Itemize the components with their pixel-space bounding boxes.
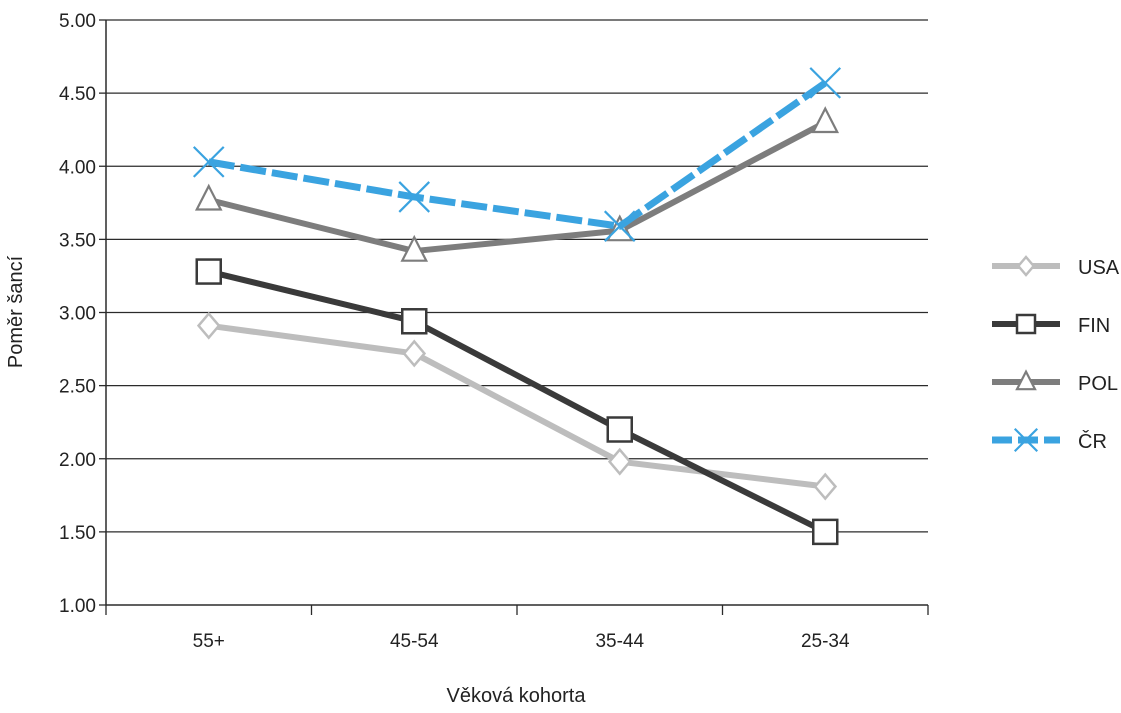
data-point-diamond <box>196 311 221 340</box>
legend-item-fin: FIN <box>992 313 1110 337</box>
data-point-x-stroke <box>603 210 636 242</box>
legend-item-pol: POL <box>992 369 1118 395</box>
data-point-square <box>606 416 633 443</box>
y-tick-label: 1.00 <box>59 596 96 617</box>
series-line <box>208 268 827 535</box>
data-point-diamond <box>813 472 838 501</box>
data-point-diamond <box>402 339 427 368</box>
data-point-triangle <box>194 183 223 211</box>
data-point-square <box>812 518 839 546</box>
series-line <box>208 80 828 230</box>
legend-item-usa: USA <box>992 255 1120 279</box>
data-point-x-stroke <box>1013 427 1039 453</box>
data-point-diamond <box>1016 255 1036 277</box>
data-point-x-stroke <box>809 67 842 99</box>
legend-label: USA <box>1078 257 1120 279</box>
data-point-triangle <box>400 234 429 262</box>
y-tick-label: 3.00 <box>59 304 96 325</box>
data-point-x-stroke <box>192 146 225 178</box>
data-point-square <box>195 258 222 285</box>
x-tick-label: 55+ <box>193 631 225 652</box>
legend-label: FIN <box>1078 315 1110 337</box>
y-axis-title: Poměr šancí <box>5 255 27 368</box>
y-tick-label: 4.00 <box>59 157 96 178</box>
series-čr <box>192 67 842 242</box>
legend-label: ČR <box>1078 430 1107 453</box>
legend-label: POL <box>1078 373 1118 395</box>
data-point-x <box>1013 427 1039 453</box>
data-point-square <box>1015 313 1037 335</box>
data-point-x-stroke <box>398 181 431 213</box>
x-tick-label: 25-34 <box>801 631 850 652</box>
series-line <box>208 119 827 255</box>
data-point-triangle <box>811 106 840 134</box>
x-tick-labels: 55+ 45-54 35-44 25-34 <box>193 631 850 652</box>
legend: USA FIN POL ČR <box>992 255 1120 453</box>
x-tick-label: 45-54 <box>390 631 439 652</box>
series-line <box>208 322 826 490</box>
series-usa <box>196 311 838 501</box>
data-point-square <box>401 308 428 335</box>
data-point-triangle <box>1015 369 1037 391</box>
data-point-diamond <box>607 447 632 476</box>
data-point-x <box>603 210 636 242</box>
data-point-x <box>398 181 431 213</box>
y-tick-label: 4.50 <box>59 84 96 105</box>
series-lines <box>192 67 842 546</box>
y-tick-label: 2.50 <box>59 377 96 398</box>
x-axis-title: Věková kohorta <box>447 685 587 707</box>
y-tick-label: 3.50 <box>59 230 96 251</box>
y-tick-label: 5.00 <box>59 11 96 32</box>
y-tick-label: 2.00 <box>59 450 96 471</box>
series-pol <box>194 106 840 262</box>
axes <box>99 19 929 615</box>
legend-item-čr: ČR <box>992 427 1107 453</box>
y-tick-label: 1.50 <box>59 523 96 544</box>
y-tick-labels: 1.00 1.50 2.00 2.50 3.00 3.50 4.00 4.50 5.00 <box>59 11 96 617</box>
data-point-x <box>809 67 842 99</box>
series-fin <box>195 258 839 546</box>
data-point-x <box>192 146 225 178</box>
x-tick-label: 35-44 <box>595 631 644 652</box>
